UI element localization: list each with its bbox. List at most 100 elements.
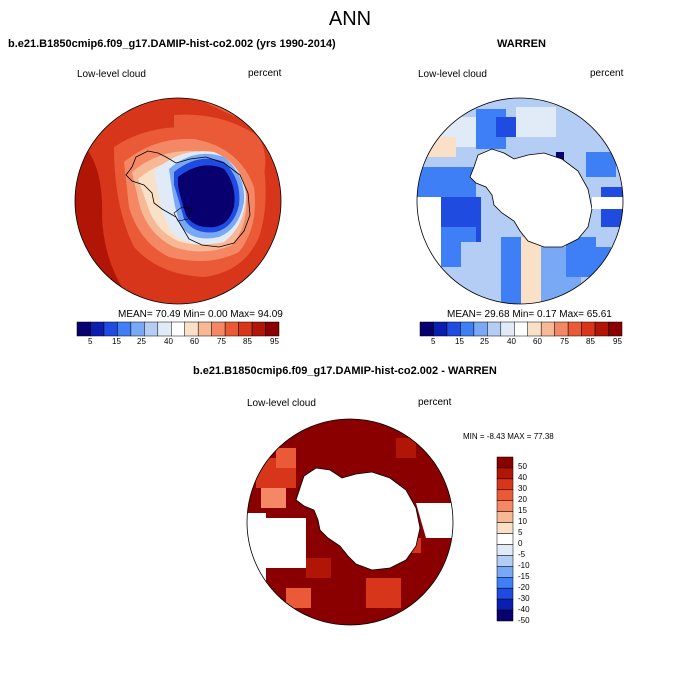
diff-missing-data xyxy=(416,503,453,538)
colorbar-swatch xyxy=(197,321,212,337)
colorbar-swatch xyxy=(446,321,461,337)
colorbar-swatch xyxy=(496,587,514,600)
colorbar-tick: 40 xyxy=(518,473,527,482)
model-map-border xyxy=(74,97,282,305)
colorbar-tick: 40 xyxy=(164,337,173,346)
colorbar-swatch xyxy=(224,321,239,337)
colorbar-tick: 75 xyxy=(217,337,226,346)
colorbar-swatch xyxy=(496,544,514,556)
colorbar-tick: -40 xyxy=(518,605,530,614)
diff-field-patch xyxy=(276,448,296,468)
model-panel-title: b.e21.B1850cmip6.f09_g17.DAMIP-hist-co2.… xyxy=(8,38,336,50)
colorbar-tick: 60 xyxy=(533,337,542,346)
colorbar-swatch xyxy=(184,321,199,337)
diff-missing-data xyxy=(247,513,266,625)
colorbar-swatch xyxy=(144,321,159,337)
colorbar-tick: 5 xyxy=(431,337,436,346)
colorbar-tick: 95 xyxy=(613,337,622,346)
colorbar-swatch xyxy=(211,321,226,337)
colorbar-swatch xyxy=(157,321,172,337)
obs-map-border xyxy=(416,97,624,305)
colorbar-tick: 20 xyxy=(518,495,527,504)
obs-field-patch xyxy=(516,107,556,137)
figure-title: ANN xyxy=(328,8,372,30)
diff-field-patch xyxy=(306,558,331,578)
colorbar-swatch xyxy=(473,321,488,337)
obs-panel-title: WARREN xyxy=(497,38,546,50)
colorbar-tick: -50 xyxy=(518,616,530,625)
colorbar-tick: 5 xyxy=(88,337,93,346)
colorbar-swatch xyxy=(496,467,514,480)
colorbar-tick: 10 xyxy=(518,517,527,526)
diff-field-patch xyxy=(261,488,286,508)
colorbar-tick: 85 xyxy=(243,337,252,346)
obs-field-patch xyxy=(496,117,516,137)
model-variable-label: Low-level cloud xyxy=(77,69,146,80)
colorbar-swatch xyxy=(265,321,280,337)
colorbar-swatch xyxy=(419,321,434,337)
model-field-patch xyxy=(178,165,235,228)
obs-field-patch xyxy=(596,227,623,247)
obs-units-label: percent xyxy=(590,68,624,79)
diff-field-patch xyxy=(366,578,401,608)
colorbar-swatch xyxy=(608,321,623,337)
colorbar-swatch xyxy=(496,489,514,501)
diff-field-patch xyxy=(286,588,311,608)
diff-antarctica xyxy=(295,467,421,571)
diff-stats: MIN = -8.43 MAX = 77.38 xyxy=(463,432,554,441)
colorbar-swatch xyxy=(130,321,145,337)
diff-variable-label: Low-level cloud xyxy=(247,398,316,409)
colorbar-swatch xyxy=(527,321,542,337)
colorbar-swatch xyxy=(496,511,514,523)
diff-map-border xyxy=(246,418,454,626)
colorbar-tick: -10 xyxy=(518,561,530,570)
colorbar-tick: 60 xyxy=(190,337,199,346)
colorbar-swatch xyxy=(594,321,609,337)
colorbar-swatch xyxy=(500,321,515,337)
colorbar-tick: -15 xyxy=(518,572,530,581)
colorbar-tick: 15 xyxy=(112,337,121,346)
diff-field-patch xyxy=(396,438,416,458)
colorbar-swatch xyxy=(76,321,91,337)
diff-polar-map xyxy=(246,418,454,626)
colorbar-swatch xyxy=(496,456,514,469)
colorbar-tick: 15 xyxy=(518,506,527,515)
colorbar-swatch xyxy=(496,522,514,534)
obs-field-patch xyxy=(417,137,456,157)
colorbar-swatch xyxy=(171,321,185,337)
obs-field-patch xyxy=(521,237,541,304)
colorbar-swatch xyxy=(540,321,555,337)
diff-units-label: percent xyxy=(418,397,452,408)
colorbar-swatch xyxy=(487,321,502,337)
colorbar-swatch xyxy=(117,321,132,337)
colorbar-tick: 40 xyxy=(507,337,516,346)
obs-field-patch xyxy=(417,167,476,197)
obs-field-patch xyxy=(461,242,501,302)
colorbar-swatch xyxy=(238,321,253,337)
colorbar-swatch xyxy=(251,321,266,337)
colorbar-tick: 75 xyxy=(560,337,569,346)
colorbar-swatch xyxy=(460,321,475,337)
colorbar-tick: -30 xyxy=(518,594,530,603)
colorbar-tick: 50 xyxy=(518,462,527,471)
colorbar-swatch xyxy=(496,566,514,578)
colorbar-swatch xyxy=(496,609,514,622)
obs-missing-data xyxy=(592,197,623,209)
obs-field-patch xyxy=(556,152,564,160)
colorbar-tick: 25 xyxy=(480,337,489,346)
colorbar-tick: -20 xyxy=(518,583,530,592)
obs-field-patch xyxy=(586,152,616,177)
diff-missing-data xyxy=(266,518,306,568)
colorbar-swatch xyxy=(496,478,514,491)
colorbar-tick: 85 xyxy=(586,337,595,346)
colorbar-swatch xyxy=(90,321,105,337)
colorbar-swatch xyxy=(496,598,514,611)
obs-missing-data xyxy=(417,197,441,304)
colorbar-swatch xyxy=(433,321,448,337)
model-stats: MEAN= 70.49 Min= 0.00 Max= 94.09 xyxy=(118,309,283,320)
diff-panel-title: b.e21.B1850cmip6.f09_g17.DAMIP-hist-co2.… xyxy=(193,365,497,377)
obs-polar-map xyxy=(416,97,624,305)
obs-field-patch xyxy=(501,237,521,304)
colorbar-tick: 5 xyxy=(518,528,523,537)
colorbar-swatch xyxy=(581,321,596,337)
